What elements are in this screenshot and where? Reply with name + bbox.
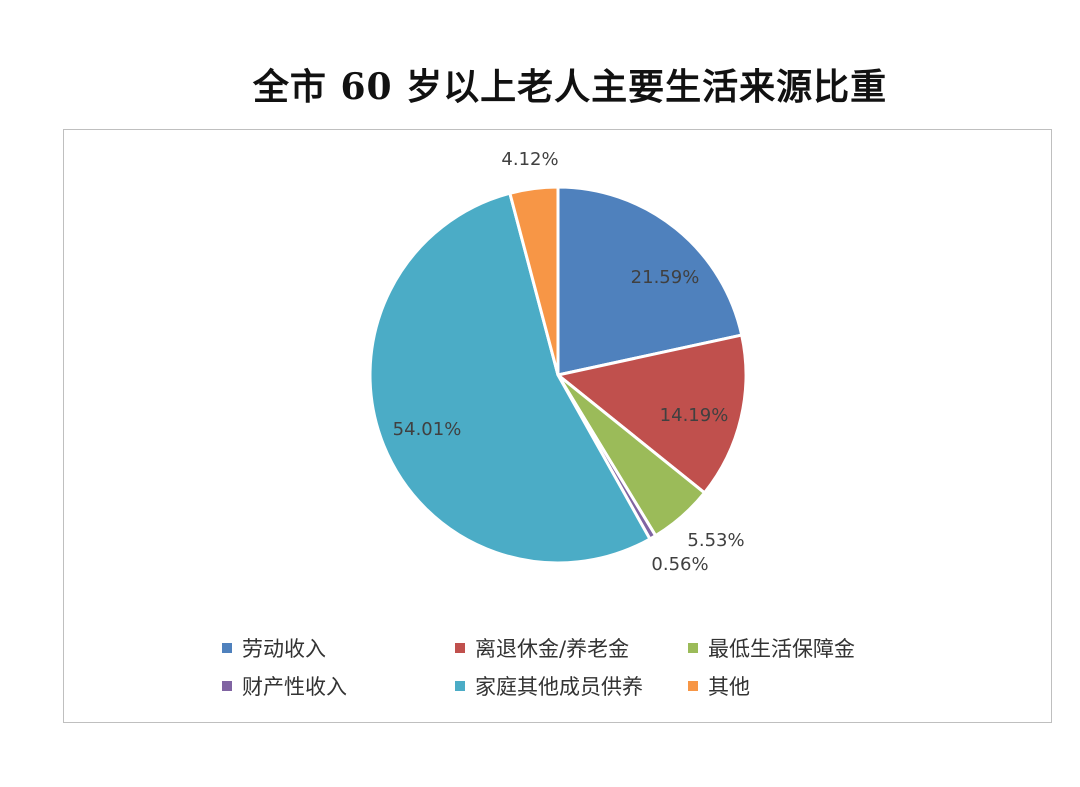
legend-label-pension: 离退休金/养老金 (475, 637, 630, 661)
legend-label-minimum-living-allowance: 最低生活保障金 (708, 637, 855, 661)
chart-frame: 21.59% 14.19% 5.53% 0.56% 54.01% 4.12% 劳动收入 离… (63, 129, 1052, 723)
legend-item-minimum-living-allowance: 最低生活保障金 (688, 633, 855, 663)
legend-swatch-minimum-living-allowance (688, 643, 698, 653)
data-label-labor-income: 21.59% (631, 267, 700, 288)
page-title: 全市 60 岁以上老人主要生活来源比重 (252, 66, 888, 108)
pie-slice-other (508, 185, 560, 377)
legend-swatch-pension (455, 643, 465, 653)
legend-swatch-labor-income (222, 643, 232, 653)
data-label-property-income: 0.56% (651, 554, 708, 575)
legend-item-pension: 离退休金/养老金 (455, 633, 629, 663)
pie-slice-pension (556, 333, 748, 495)
data-label-pension: 14.19% (660, 405, 729, 426)
data-label-family-support: 54.01% (393, 419, 462, 440)
legend-swatch-property-income (222, 681, 232, 691)
legend-label-family-support: 家庭其他成员供养 (475, 675, 643, 699)
legend-swatch-other (688, 681, 698, 691)
pie-chart: 21.59% 14.19% 5.53% 0.56% 54.01% 4.12% (368, 149, 748, 575)
legend-item-other: 其他 (688, 671, 750, 701)
pie-slice-labor-income (556, 185, 744, 377)
legend-label-other: 其他 (708, 675, 750, 699)
legend-item-property-income: 财产性收入 (222, 671, 347, 701)
legend-item-labor-income: 劳动收入 (222, 633, 326, 663)
data-label-minimum-living-allowance: 5.53% (687, 530, 744, 551)
data-label-other: 4.12% (501, 149, 558, 170)
legend-label-property-income: 财产性收入 (242, 675, 347, 699)
legend-swatch-family-support (455, 681, 465, 691)
legend-label-labor-income: 劳动收入 (242, 637, 326, 661)
pie-slice-family-support (368, 191, 652, 565)
legend-item-family-support: 家庭其他成员供养 (455, 671, 643, 701)
